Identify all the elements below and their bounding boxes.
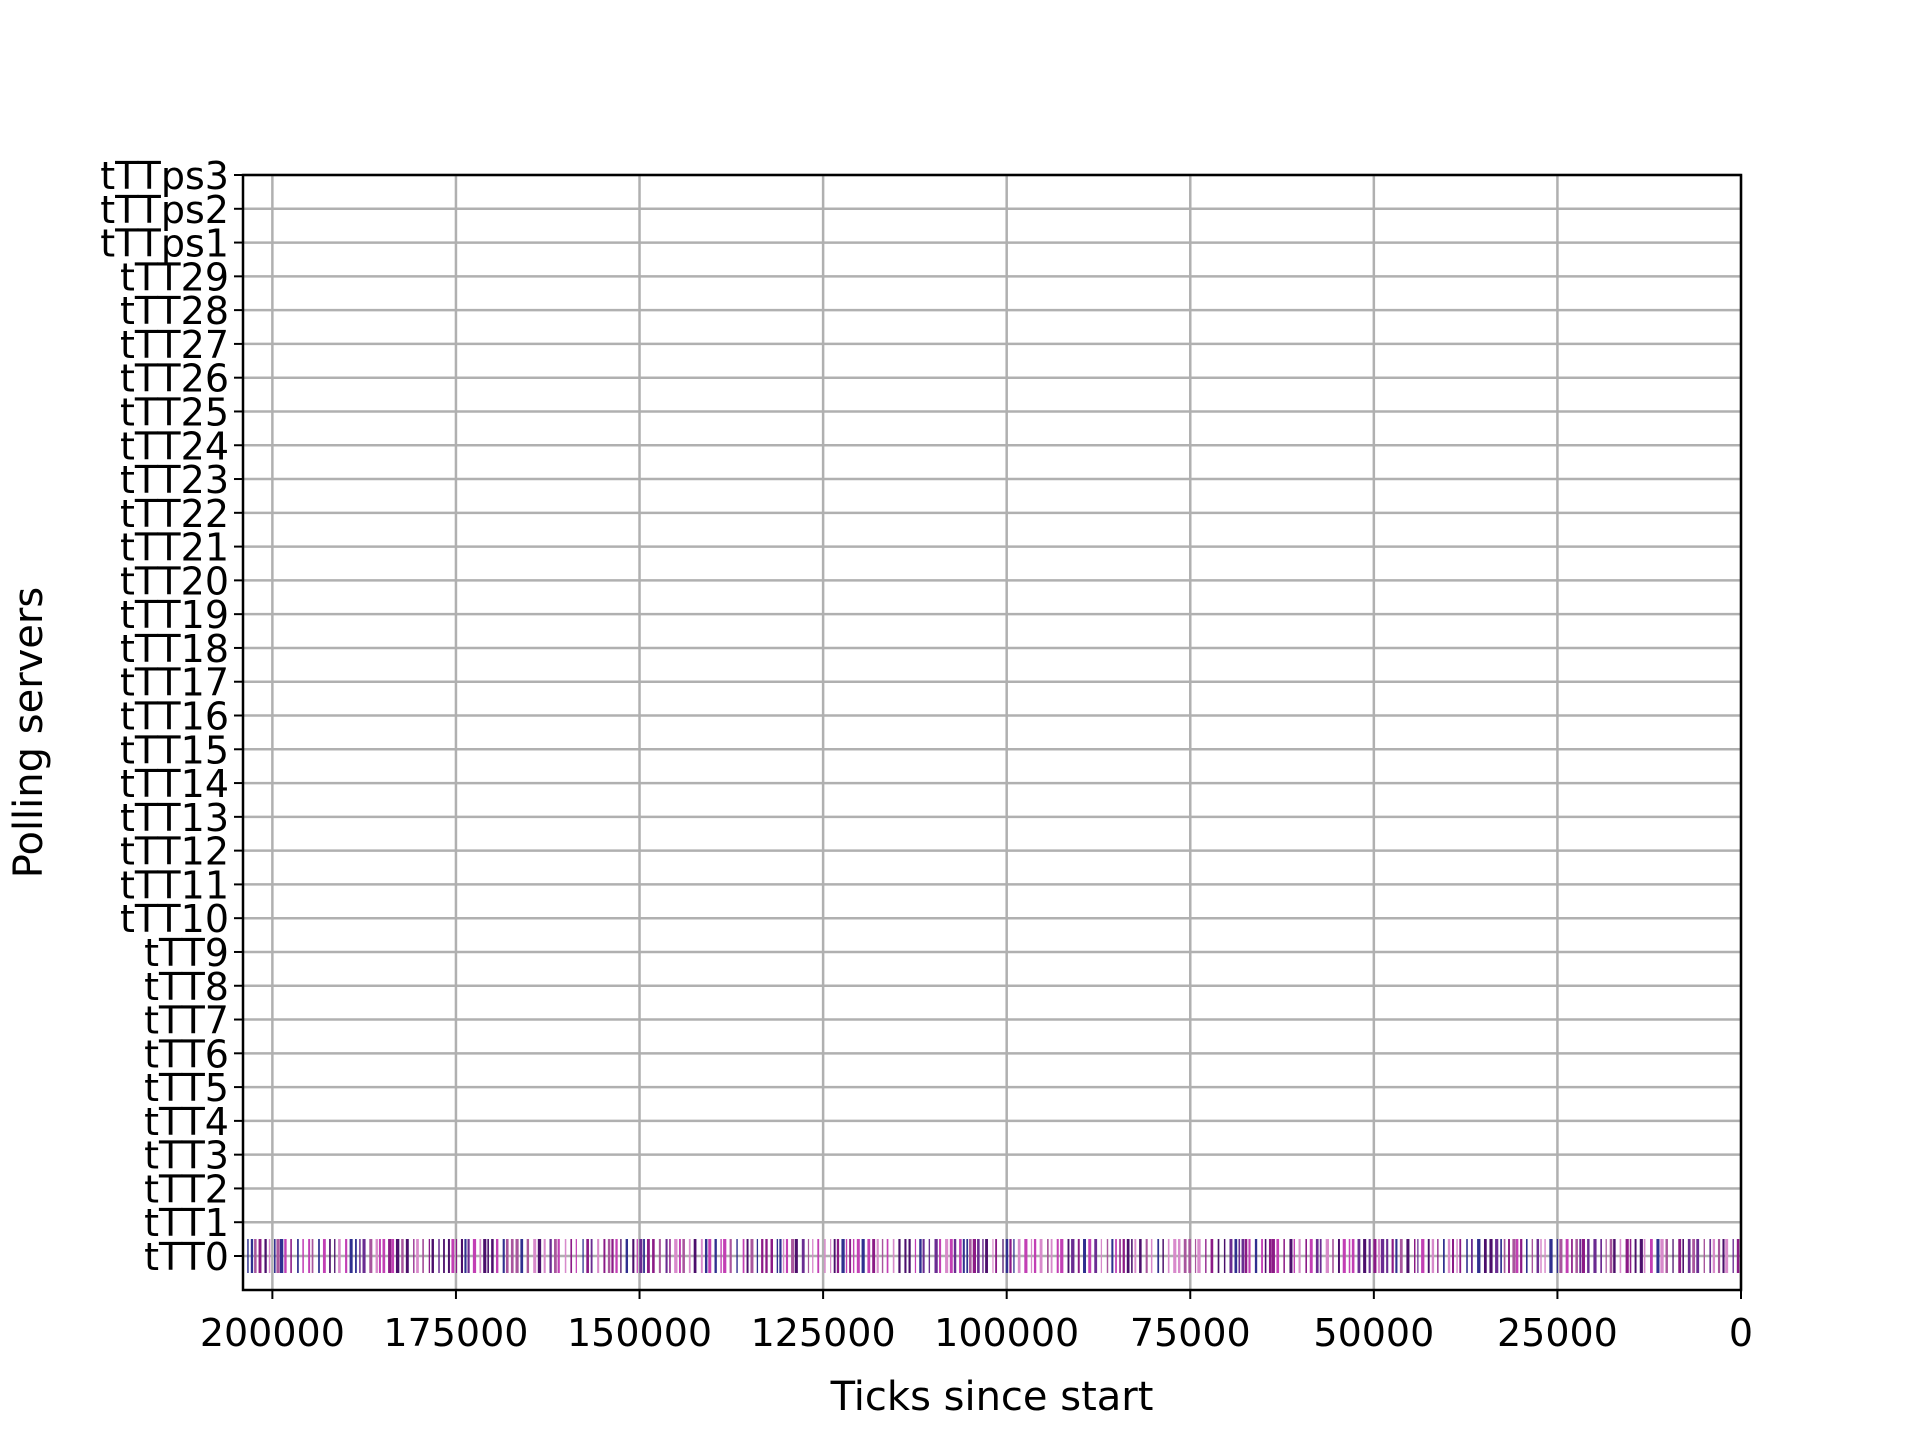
y-tick-label: tTT11 [120,863,229,907]
y-tick-label: tTT16 [120,695,229,739]
x-tick-label: 125000 [751,1311,896,1355]
grid-layer [243,173,1743,1290]
y-tick-label: tTT22 [120,492,229,536]
y-tick-label: tTT26 [120,357,229,401]
y-tick-label: tTT17 [120,661,229,705]
y-tick-label: tTTps2 [100,188,229,232]
y-tick-label: tTT10 [120,897,229,941]
y-tick-label: tTT0 [144,1235,229,1279]
y-tick-label: tTT13 [120,796,229,840]
y-tick-label: tTT15 [120,728,229,772]
y-tick-label: tTT4 [144,1100,229,1144]
y-tick-label: tTT7 [144,999,229,1043]
y-tick-label: tTT9 [144,931,229,975]
y-tick-label: tTT3 [144,1134,229,1178]
x-tick-label: 0 [1729,1311,1753,1355]
x-tick-label: 50000 [1313,1311,1434,1355]
y-tick-label: tTT1 [144,1201,229,1245]
y-tick-label: tTT27 [120,323,229,367]
y-tick-label: tTT8 [144,965,229,1009]
x-tick-label: 175000 [383,1311,528,1355]
y-tick-label: tTT20 [120,559,229,603]
x-tick-label: 150000 [567,1311,712,1355]
y-tick-label: tTT23 [120,458,229,502]
y-tick-label: tTT18 [120,627,229,671]
x-tick-label: 25000 [1497,1311,1618,1355]
x-axis-label: Ticks since start [830,1374,1154,1420]
events-layer [247,1239,1740,1273]
y-tick-label: tTTps1 [100,222,229,266]
x-tick-label: 100000 [934,1311,1079,1355]
y-tick-label: tTT25 [120,390,229,434]
x-tick-label: 75000 [1130,1311,1251,1355]
y-tick-label: tTT2 [144,1167,229,1211]
y-tick-label: tTTps3 [100,154,229,198]
y-axis-label: Polling servers [6,587,52,878]
y-tick-label: tTT21 [120,526,229,570]
plot-frame [241,173,1743,1292]
y-tick-label: tTT24 [120,424,229,468]
y-tick-label: tTT29 [120,255,229,299]
y-tick-label: tTT5 [144,1066,229,1110]
y-tick-label: tTT19 [120,593,229,637]
y-axis: tTT0tTT1tTT2tTT3tTT4tTT5tTT6tTT7tTT8tTT9… [100,154,243,1279]
x-axis: 200000 175000 150000 125000 100000 75000 50000… [200,1290,1753,1355]
y-tick-label: tTT28 [120,289,229,333]
y-tick-label: tTT6 [144,1032,229,1076]
y-tick-label: tTT14 [120,762,229,806]
y-tick-label: tTT12 [120,830,229,874]
x-tick-label: 200000 [200,1311,345,1355]
